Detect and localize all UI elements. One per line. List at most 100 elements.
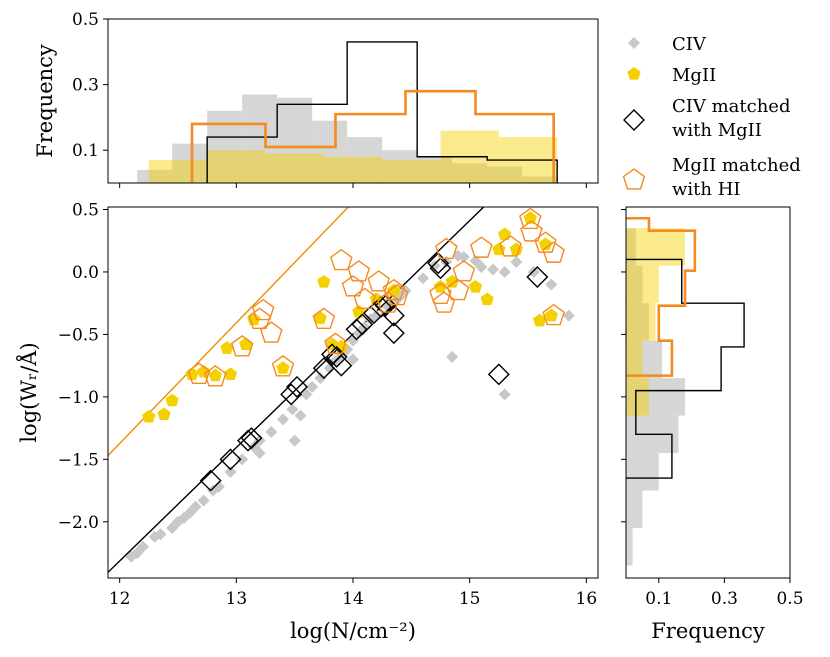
civ-point [137, 540, 149, 553]
mgii-point [142, 409, 156, 423]
civ-point [510, 255, 523, 268]
mgii-hi-point [470, 236, 493, 258]
top-hist-mgii-bar [323, 156, 383, 183]
main-xtick-label: 16 [576, 589, 598, 609]
top-hist-civ-bar [312, 120, 348, 183]
main-ytick-label: −0.5 [58, 325, 99, 345]
civ-point [487, 263, 499, 276]
mgii-hi-point [435, 237, 458, 260]
civ-matched-point [240, 427, 263, 450]
mgii-point [538, 237, 553, 251]
civ-point [253, 447, 266, 460]
mgii-hi-point [353, 287, 376, 310]
mgii-point [523, 211, 537, 224]
civ-point [247, 440, 260, 453]
mgii-point [313, 311, 327, 324]
mgii-hi-point [204, 365, 227, 387]
mgii-hi-point [452, 260, 476, 282]
right-hist-xtick-label: 0.1 [645, 589, 672, 609]
mgii-hi-point [251, 298, 275, 321]
mgii-point [247, 312, 261, 326]
legend-label-line: CIV matched [672, 96, 791, 117]
main-ytick-label: 0.0 [72, 263, 99, 283]
civ-matched-point [526, 265, 549, 288]
top-hist-mgii-bar [148, 160, 208, 183]
main-ytick-label: 0.5 [72, 200, 99, 220]
main-ytick-label: −1.0 [58, 388, 99, 408]
right-hist-civ-bar [626, 528, 633, 566]
mgii-point [197, 364, 211, 378]
top-hist-civ-bar [382, 150, 418, 183]
mgii-hi-point [271, 355, 295, 377]
mgii-point [498, 227, 512, 241]
civ-point [352, 327, 365, 340]
civ-point [212, 480, 225, 493]
civ-matched-point [427, 252, 450, 275]
civ-point [154, 528, 167, 541]
legend-label-2: MgII [672, 65, 716, 86]
mgii-hi-point [341, 275, 365, 297]
civ-point [446, 350, 459, 363]
right-hist-xtick-label: 0.5 [776, 589, 803, 609]
mgii-hi-point [312, 307, 336, 330]
mgii-hi-point [542, 241, 565, 263]
civ-matched-point [487, 363, 510, 386]
mgii-point [480, 292, 494, 306]
top-hist-civ-bar [487, 166, 523, 183]
top-hist-bars [137, 41, 558, 183]
top-hist-ylabel: Frequency [33, 44, 57, 158]
civ-point [314, 372, 327, 385]
right-hist-mgii-bar [626, 340, 643, 379]
legend-label-line: MgII [672, 65, 716, 86]
right-hist-civ-bar [626, 490, 643, 529]
mgii-hi-point [324, 332, 347, 355]
civ-point [347, 353, 359, 366]
top-hist-ytick-label: 0.1 [72, 141, 99, 161]
top-hist-civ-bar [347, 137, 383, 183]
mgii-hi-point [520, 220, 543, 242]
civ-matched-point [370, 295, 392, 318]
top-hist-ytick-label: 0.5 [72, 10, 99, 30]
civ-point [166, 522, 179, 535]
right-hist-xlabel: Frequency [651, 619, 765, 643]
right-hist-mgii-bar [626, 303, 656, 341]
top-hist-civ-bar [172, 143, 208, 183]
legend: CIV MgII CIV matched with MgII MgII matched w… [622, 34, 801, 200]
right-hist-civ-bar [626, 453, 659, 491]
main-xtick-label: 15 [459, 589, 481, 609]
top-hist-mgii-hi-step [190, 89, 555, 183]
top-hist-mgii-bar [265, 153, 324, 183]
mgii-point [468, 279, 483, 293]
civ-point [294, 409, 307, 422]
mgii-hi-point [248, 307, 271, 330]
right-hist-civ-bar [626, 340, 663, 379]
mgii-point [208, 368, 222, 382]
civ-point [417, 272, 429, 285]
mgii-hi-point [330, 248, 353, 271]
civ-point [288, 434, 301, 447]
mgii-hi-point [260, 321, 283, 343]
main-ytick-label: −2.0 [58, 513, 99, 533]
right-hist-bars [626, 216, 745, 566]
main-scatter: 12 13 14 15 16 −2.0 −1.5 −1.0 −0.5 0.0 0.5 log(N/cm… [16, 200, 599, 643]
top-hist-civ-bar [522, 176, 558, 183]
civ-matched-point [382, 322, 405, 345]
civ-point [197, 494, 210, 507]
mgii-point [544, 308, 558, 322]
civ-point [236, 453, 249, 466]
civ-point [265, 425, 278, 438]
main-xtick-label: 14 [342, 589, 364, 609]
main-ytick-label: −1.5 [58, 450, 99, 470]
right-hist-civ-bar [626, 265, 643, 304]
civ-point [527, 265, 540, 278]
mgii-point [433, 279, 448, 293]
civ-point [183, 507, 196, 520]
civ-point [545, 278, 558, 291]
mgii-point [223, 367, 238, 381]
top-hist-civ-bar [277, 97, 313, 183]
right-hist-frame [625, 206, 791, 579]
mgii-hi-point [230, 335, 254, 357]
mgii-point [220, 341, 234, 354]
